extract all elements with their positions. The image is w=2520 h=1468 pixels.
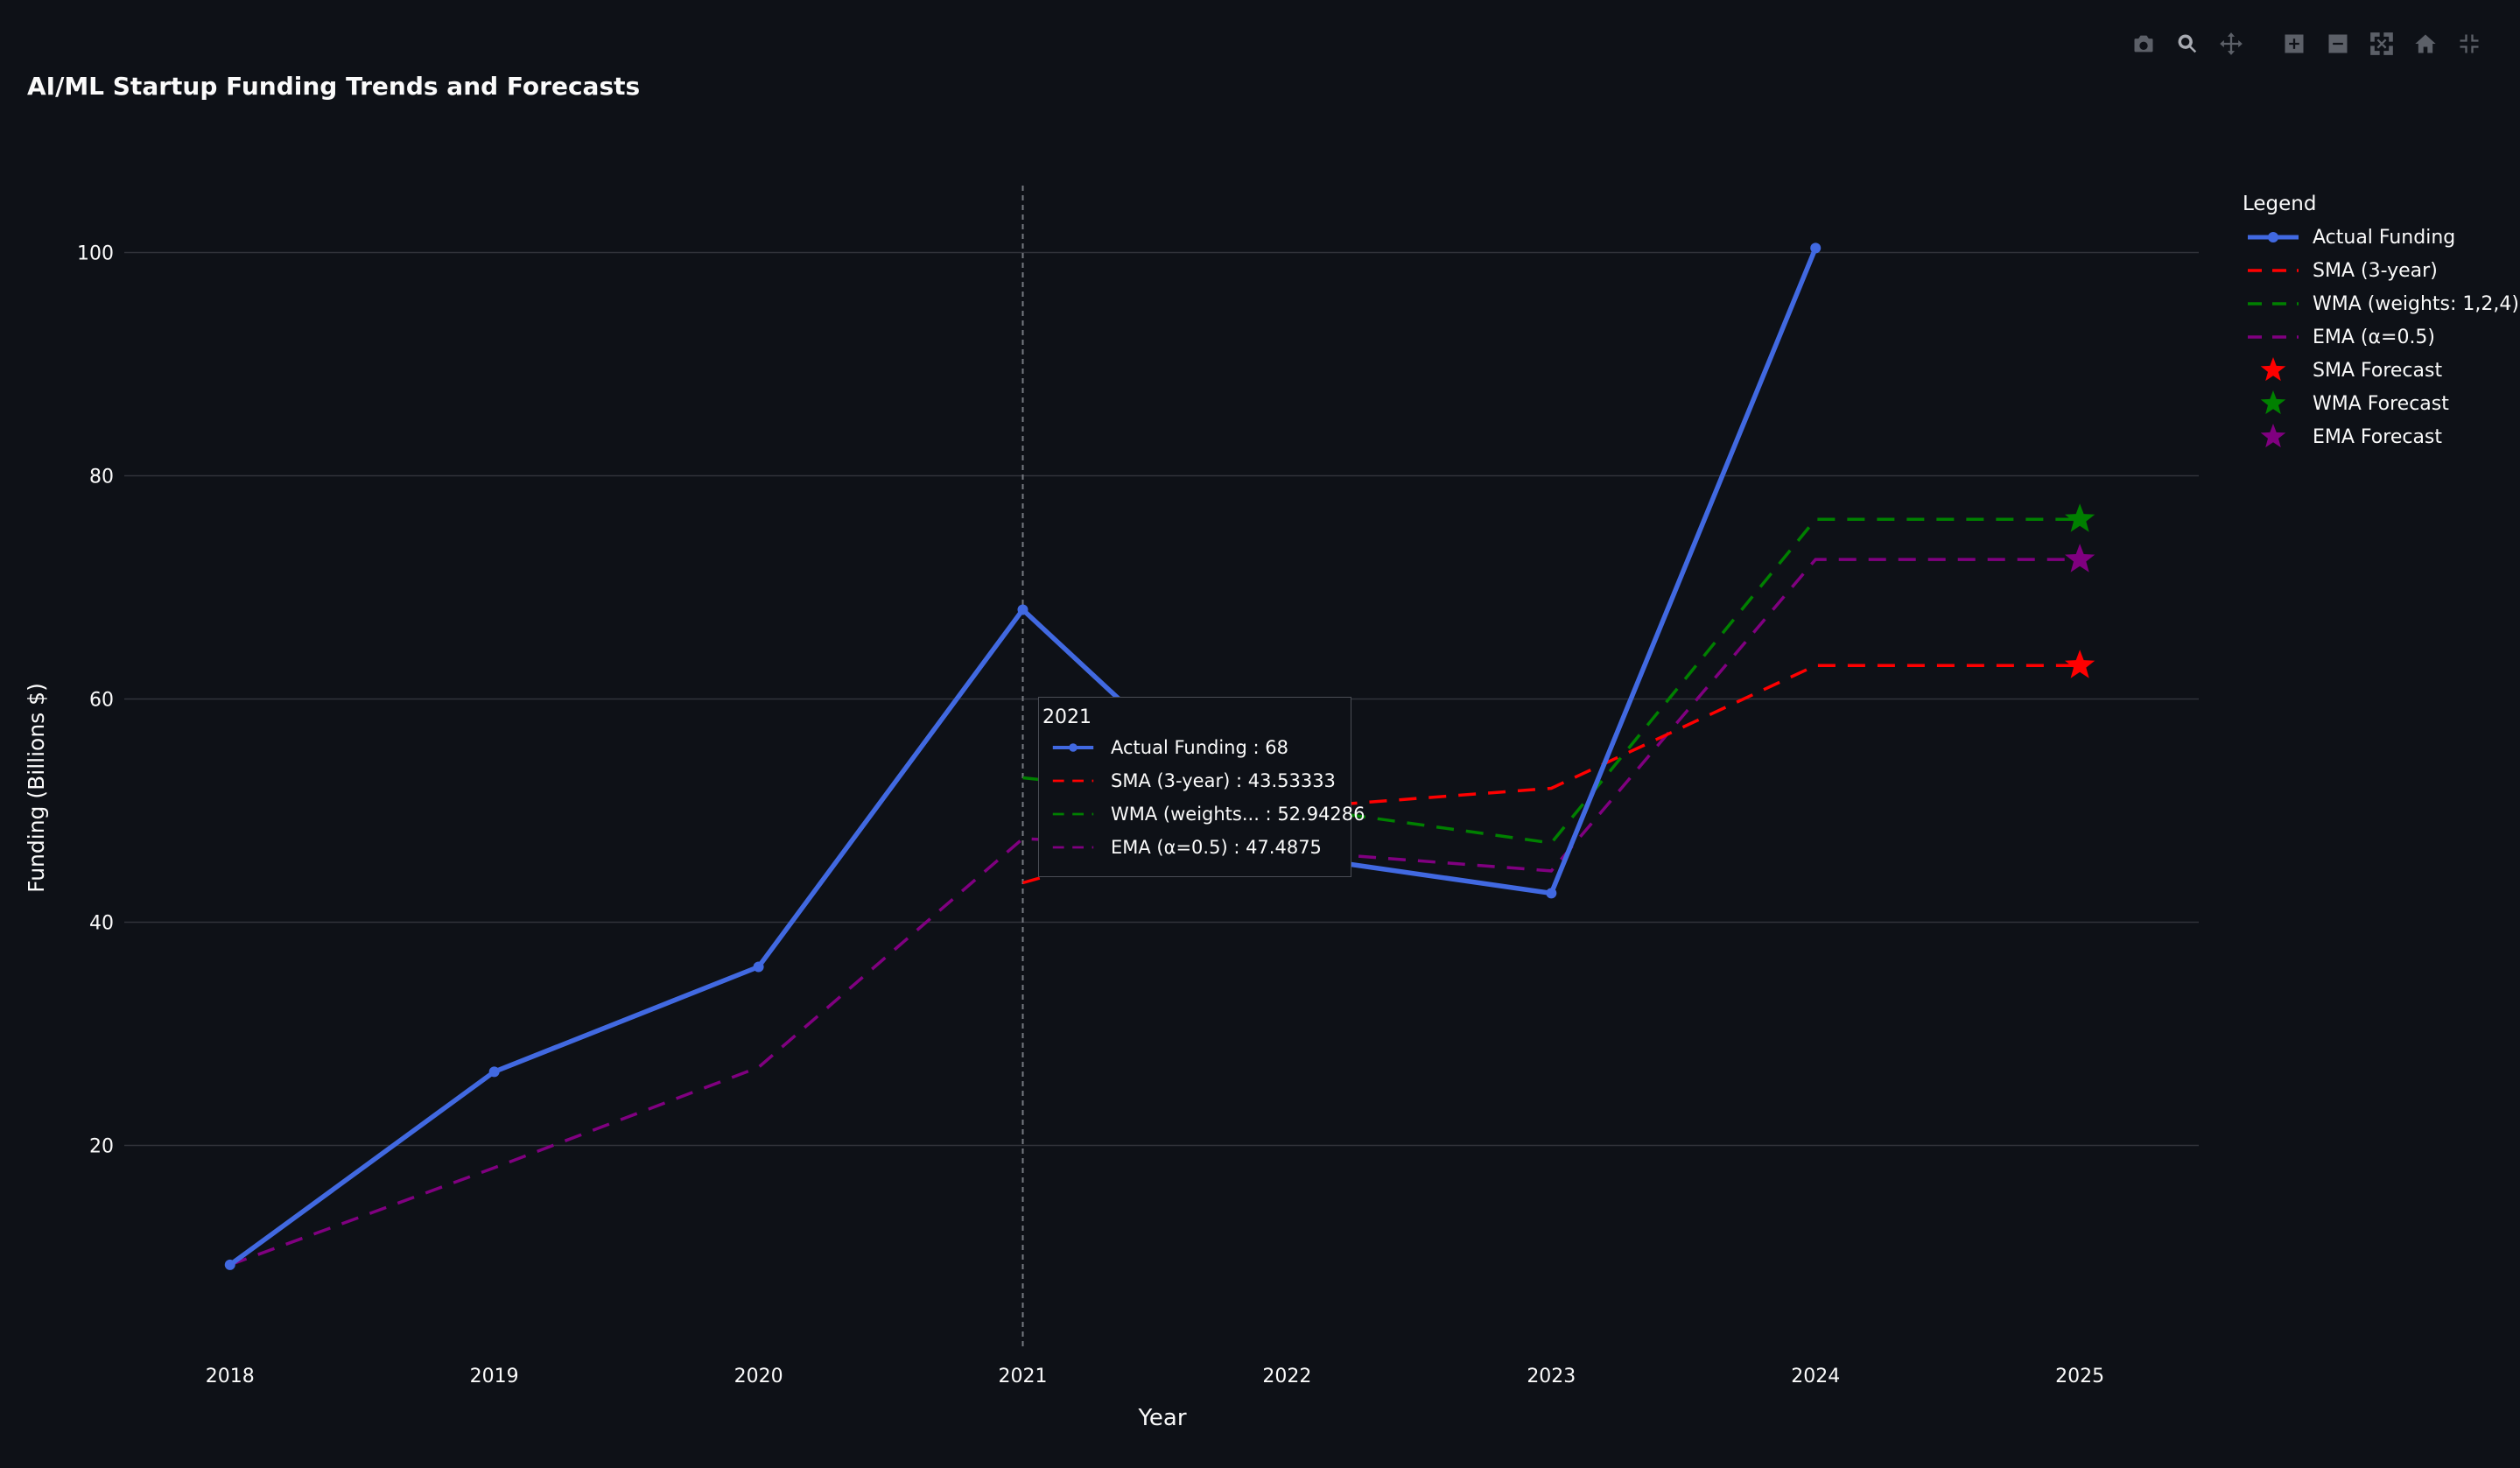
actual-funding-marker[interactable] bbox=[1017, 604, 1028, 615]
ema-forecast-point[interactable] bbox=[2065, 544, 2095, 572]
legend-item[interactable]: Actual Funding bbox=[2243, 221, 2519, 254]
legend-marker-swatch bbox=[1069, 743, 1077, 752]
x-tick-label: 2020 bbox=[734, 1366, 783, 1387]
legend-marker-swatch bbox=[2268, 232, 2278, 242]
y-axis-label: Funding (Billions $) bbox=[24, 683, 49, 893]
legend-star-swatch bbox=[2260, 357, 2286, 382]
tooltip-row: EMA (α=0.5) : 47.4875 bbox=[1039, 834, 1322, 860]
legend-label: SMA Forecast bbox=[2313, 359, 2443, 382]
legend-swatch bbox=[2248, 302, 2299, 306]
actual-funding-marker[interactable] bbox=[1546, 888, 1557, 899]
legend-item[interactable]: SMA (3-year) bbox=[2243, 254, 2519, 287]
tooltip-row: Actual Funding : 68 bbox=[1039, 734, 1288, 761]
x-tick-label: 2024 bbox=[1791, 1366, 1840, 1387]
zoom-out-icon[interactable] bbox=[2322, 28, 2354, 60]
tooltip-row: SMA (3-year) : 43.53333 bbox=[1039, 768, 1336, 794]
legend-item[interactable]: SMA Forecast bbox=[2243, 354, 2519, 387]
tooltip-swatch bbox=[1052, 812, 1094, 816]
legend-title: Legend bbox=[2243, 193, 2317, 215]
tooltip-label: WMA (weights... : 52.94286 bbox=[1111, 804, 1365, 825]
legend-label: WMA Forecast bbox=[2313, 392, 2449, 415]
legend-star-swatch bbox=[2260, 424, 2286, 448]
x-tick-label: 2022 bbox=[1262, 1366, 1311, 1387]
x-axis-label: Year bbox=[1137, 1405, 1186, 1431]
legend-swatch bbox=[2260, 390, 2286, 415]
x-tick-label: 2023 bbox=[1527, 1366, 1576, 1387]
x-tick-label: 2021 bbox=[998, 1366, 1047, 1387]
tooltip-label: SMA (3-year) : 43.53333 bbox=[1111, 770, 1336, 791]
legend-swatch bbox=[2248, 269, 2299, 272]
legend-item[interactable]: EMA (α=0.5) bbox=[2243, 320, 2519, 354]
axis-ticks: 20 40 60 80 100 2018 2019 2020 2021 2022 2023 2024 2… bbox=[77, 243, 2104, 1388]
sma-forecast-point[interactable] bbox=[2065, 650, 2095, 678]
tooltip-header: 2021 bbox=[1042, 706, 1092, 728]
legend-label: WMA (weights: 1,2,4) bbox=[2313, 292, 2519, 315]
pan-icon[interactable] bbox=[2215, 28, 2247, 60]
y-tick-label: 20 bbox=[89, 1136, 114, 1158]
legend-label: EMA (α=0.5) bbox=[2313, 326, 2436, 348]
actual-funding-marker[interactable] bbox=[753, 961, 764, 973]
tooltip-swatch bbox=[1052, 743, 1094, 752]
legend-label: Actual Funding bbox=[2313, 226, 2456, 249]
tooltip-label: Actual Funding : 68 bbox=[1111, 737, 1288, 758]
tooltip-swatch bbox=[1052, 846, 1094, 849]
legend-swatch bbox=[2248, 232, 2299, 242]
legend-star-swatch bbox=[2260, 390, 2286, 415]
legend-swatch bbox=[2260, 424, 2286, 448]
zoom-icon[interactable] bbox=[2172, 28, 2203, 60]
legend-swatch bbox=[2248, 335, 2299, 339]
legend-item[interactable]: EMA Forecast bbox=[2243, 420, 2519, 453]
hover-tooltip: 2021 Actual Funding : 68 SMA (3-year) : 4… bbox=[1038, 697, 1365, 877]
x-tick-label: 2018 bbox=[206, 1366, 255, 1387]
modebar bbox=[2128, 28, 2485, 60]
legend-swatch bbox=[2260, 357, 2286, 382]
zoom-in-icon[interactable] bbox=[2278, 28, 2310, 60]
tooltip-swatch bbox=[1052, 779, 1094, 783]
fullscreen-exit-icon[interactable] bbox=[2453, 28, 2485, 60]
tooltip-row: WMA (weights... : 52.94286 bbox=[1039, 801, 1365, 827]
legend-item[interactable]: WMA Forecast bbox=[2243, 387, 2519, 420]
wma-forecast-point[interactable] bbox=[2065, 503, 2095, 532]
reset-axes-icon[interactable] bbox=[2410, 28, 2441, 60]
camera-icon[interactable] bbox=[2128, 28, 2159, 60]
y-tick-label: 40 bbox=[89, 913, 114, 935]
y-tick-label: 80 bbox=[89, 467, 114, 488]
y-tick-label: 100 bbox=[77, 243, 114, 265]
legend-label: SMA (3-year) bbox=[2313, 259, 2438, 282]
ema-0-5-line[interactable] bbox=[229, 558, 2081, 1267]
x-tick-label: 2025 bbox=[2055, 1366, 2104, 1387]
legend-item[interactable]: WMA (weights: 1,2,4) bbox=[2243, 287, 2519, 320]
y-tick-label: 60 bbox=[89, 690, 114, 712]
tooltip-label: EMA (α=0.5) : 47.4875 bbox=[1111, 837, 1322, 858]
actual-funding-marker[interactable] bbox=[488, 1066, 500, 1078]
chart-title: AI/ML Startup Funding Trends and Forecas… bbox=[27, 72, 641, 101]
x-tick-label: 2019 bbox=[470, 1366, 519, 1387]
legend-label: EMA Forecast bbox=[2313, 425, 2443, 448]
actual-funding-marker[interactable] bbox=[1810, 242, 1822, 254]
autoscale-icon[interactable] bbox=[2366, 28, 2397, 60]
legend: Legend Actual Funding SMA (3-year) WMA (we… bbox=[2243, 193, 2519, 453]
actual-funding-marker[interactable] bbox=[224, 1259, 235, 1270]
